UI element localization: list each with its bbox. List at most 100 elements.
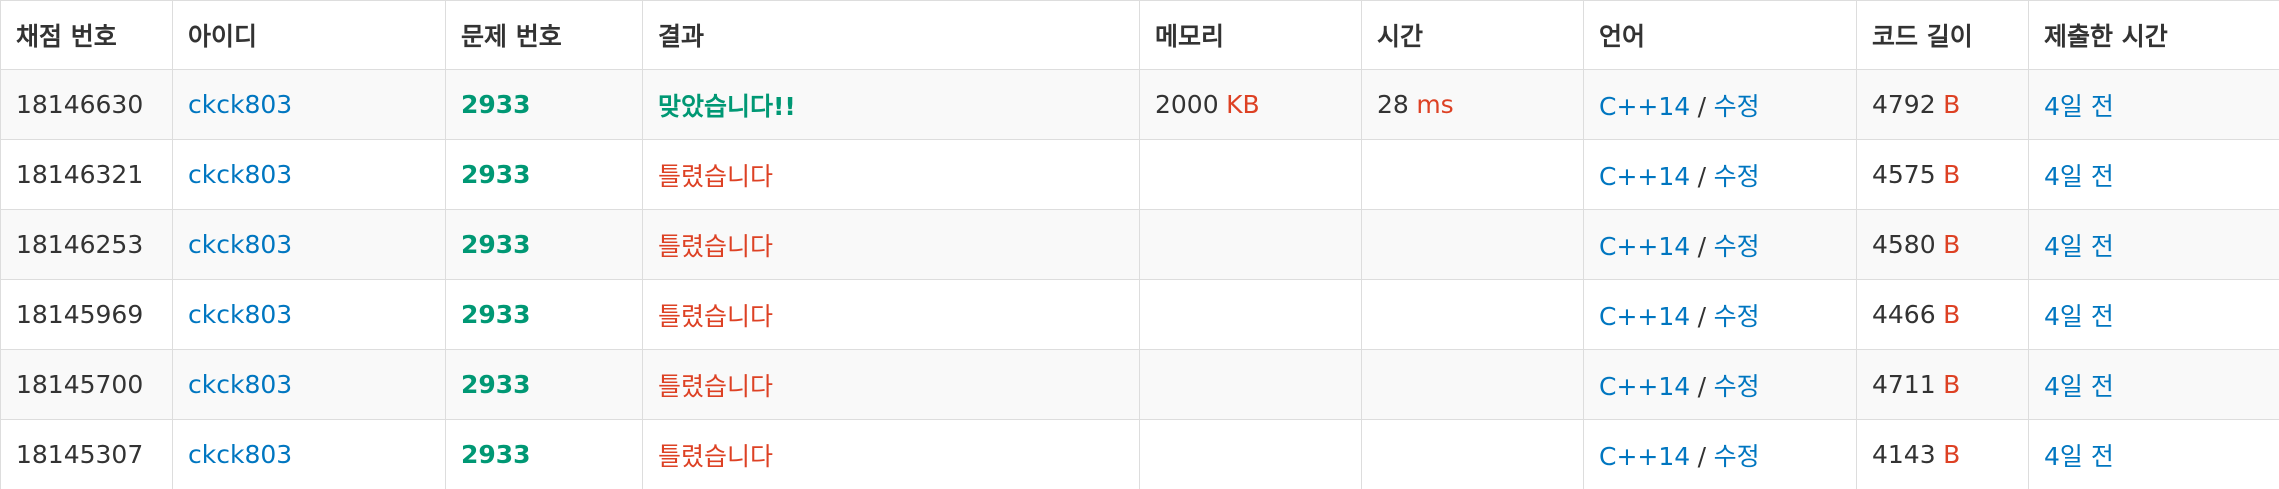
- user-id-cell: ckck803: [172, 349, 446, 420]
- problem-id-cell: 2933: [445, 139, 643, 210]
- memory-cell: KB: [1139, 209, 1362, 280]
- language-link[interactable]: C++14: [1599, 91, 1691, 121]
- user-id-link[interactable]: ckck803: [188, 90, 293, 119]
- language-link[interactable]: C++14: [1599, 301, 1691, 331]
- edit-link[interactable]: 수정: [1713, 161, 1760, 191]
- language-cell: C++14/수정: [1583, 419, 1857, 489]
- code-length-unit: B: [1943, 90, 1961, 119]
- table-body: 18146630 ckck803 2933 맞았습니다!! 2000 KB 28 m…: [0, 69, 2279, 489]
- language-link[interactable]: C++14: [1599, 441, 1691, 471]
- problem-id-cell: 2933: [445, 279, 643, 350]
- header-language: 언어: [1583, 0, 1857, 70]
- result-cell: 틀렸습니다: [642, 279, 1140, 350]
- edit-link[interactable]: 수정: [1713, 371, 1760, 401]
- submitted-at-link[interactable]: 4일 전: [2044, 301, 2114, 331]
- table-header: 채점 번호 아이디 문제 번호 결과 메모리 시간 언어 코드 길이 제출한 시…: [0, 0, 2279, 70]
- header-problem-id: 문제 번호: [445, 0, 643, 70]
- memory-cell: KB: [1139, 279, 1362, 350]
- submitted-at-cell: 4일 전: [2028, 279, 2279, 350]
- header-result: 결과: [642, 0, 1140, 70]
- submitted-at-cell: 4일 전: [2028, 419, 2279, 489]
- code-length-cell: 4143 B: [1856, 419, 2029, 489]
- problem-id-cell: 2933: [445, 209, 643, 280]
- user-id-link[interactable]: ckck803: [188, 160, 293, 189]
- language-link[interactable]: C++14: [1599, 161, 1691, 191]
- result-text: 틀렸습니다: [658, 161, 774, 191]
- language-link[interactable]: C++14: [1599, 231, 1691, 261]
- submitted-at-cell: 4일 전: [2028, 139, 2279, 210]
- problem-id-cell: 2933: [445, 69, 643, 140]
- code-length-cell: 4792 B: [1856, 69, 2029, 140]
- separator: /: [1697, 91, 1707, 121]
- user-id-link[interactable]: ckck803: [188, 230, 293, 259]
- problem-id-cell: 2933: [445, 419, 643, 489]
- code-length-value: 4466: [1872, 300, 1936, 329]
- result-text: 틀렸습니다: [658, 441, 774, 471]
- code-length-cell: 4711 B: [1856, 349, 2029, 420]
- submitted-at-link[interactable]: 4일 전: [2044, 161, 2114, 191]
- memory-cell: KB: [1139, 419, 1362, 489]
- result-cell: 맞았습니다!!: [642, 69, 1140, 140]
- problem-id-cell: 2933: [445, 349, 643, 420]
- edit-link[interactable]: 수정: [1713, 91, 1760, 121]
- code-length-value: 4580: [1872, 230, 1936, 259]
- separator: /: [1697, 441, 1707, 471]
- language-link[interactable]: C++14: [1599, 371, 1691, 401]
- language-cell: C++14/수정: [1583, 349, 1857, 420]
- problem-id-link[interactable]: 2933: [461, 300, 531, 329]
- code-length-value: 4575: [1872, 160, 1936, 189]
- memory-unit: KB: [1226, 90, 1260, 119]
- problem-id-link[interactable]: 2933: [461, 160, 531, 189]
- result-text: 틀렸습니다: [658, 371, 774, 401]
- submission-id: 18145307: [0, 419, 173, 489]
- edit-link[interactable]: 수정: [1713, 231, 1760, 261]
- time-unit: ms: [1416, 90, 1454, 119]
- separator: /: [1697, 301, 1707, 331]
- time-cell: ms: [1361, 279, 1584, 350]
- submitted-at-link[interactable]: 4일 전: [2044, 91, 2114, 121]
- table-row: 18146253 ckck803 2933 틀렸습니다 KB ms C++14/…: [0, 209, 2279, 280]
- separator: /: [1697, 371, 1707, 401]
- result-cell: 틀렸습니다: [642, 419, 1140, 489]
- problem-id-link[interactable]: 2933: [461, 370, 531, 399]
- result-cell: 틀렸습니다: [642, 209, 1140, 280]
- submission-id: 18145969: [0, 279, 173, 350]
- user-id-cell: ckck803: [172, 209, 446, 280]
- result-text: 틀렸습니다: [658, 301, 774, 331]
- result-text: 틀렸습니다: [658, 231, 774, 261]
- code-length-unit: B: [1943, 300, 1961, 329]
- result-cell: 틀렸습니다: [642, 349, 1140, 420]
- user-id-cell: ckck803: [172, 279, 446, 350]
- problem-id-link[interactable]: 2933: [461, 90, 531, 119]
- time-cell: ms: [1361, 139, 1584, 210]
- memory-cell: KB: [1139, 139, 1362, 210]
- table-row: 18146630 ckck803 2933 맞았습니다!! 2000 KB 28 m…: [0, 69, 2279, 140]
- memory-cell: KB: [1139, 349, 1362, 420]
- edit-link[interactable]: 수정: [1713, 441, 1760, 471]
- code-length-value: 4711: [1872, 370, 1936, 399]
- header-memory: 메모리: [1139, 0, 1362, 70]
- separator: /: [1697, 231, 1707, 261]
- table-row: 18145307 ckck803 2933 틀렸습니다 KB ms C++14/…: [0, 419, 2279, 489]
- submission-id: 18146321: [0, 139, 173, 210]
- submitted-at-link[interactable]: 4일 전: [2044, 371, 2114, 401]
- time-cell: ms: [1361, 209, 1584, 280]
- language-cell: C++14/수정: [1583, 139, 1857, 210]
- problem-id-link[interactable]: 2933: [461, 230, 531, 259]
- submitted-at-link[interactable]: 4일 전: [2044, 231, 2114, 261]
- user-id-link[interactable]: ckck803: [188, 440, 293, 469]
- edit-link[interactable]: 수정: [1713, 301, 1760, 331]
- code-length-unit: B: [1943, 230, 1961, 259]
- result-text: 맞았습니다!!: [658, 91, 796, 121]
- problem-id-link[interactable]: 2933: [461, 440, 531, 469]
- submission-id: 18146630: [0, 69, 173, 140]
- time-cell: 28 ms: [1361, 69, 1584, 140]
- code-length-cell: 4580 B: [1856, 209, 2029, 280]
- user-id-link[interactable]: ckck803: [188, 300, 293, 329]
- submitted-at-cell: 4일 전: [2028, 349, 2279, 420]
- header-row: 채점 번호 아이디 문제 번호 결과 메모리 시간 언어 코드 길이 제출한 시…: [0, 0, 2279, 70]
- table-row: 18145969 ckck803 2933 틀렸습니다 KB ms C++14/…: [0, 279, 2279, 350]
- submitted-at-link[interactable]: 4일 전: [2044, 441, 2114, 471]
- user-id-link[interactable]: ckck803: [188, 370, 293, 399]
